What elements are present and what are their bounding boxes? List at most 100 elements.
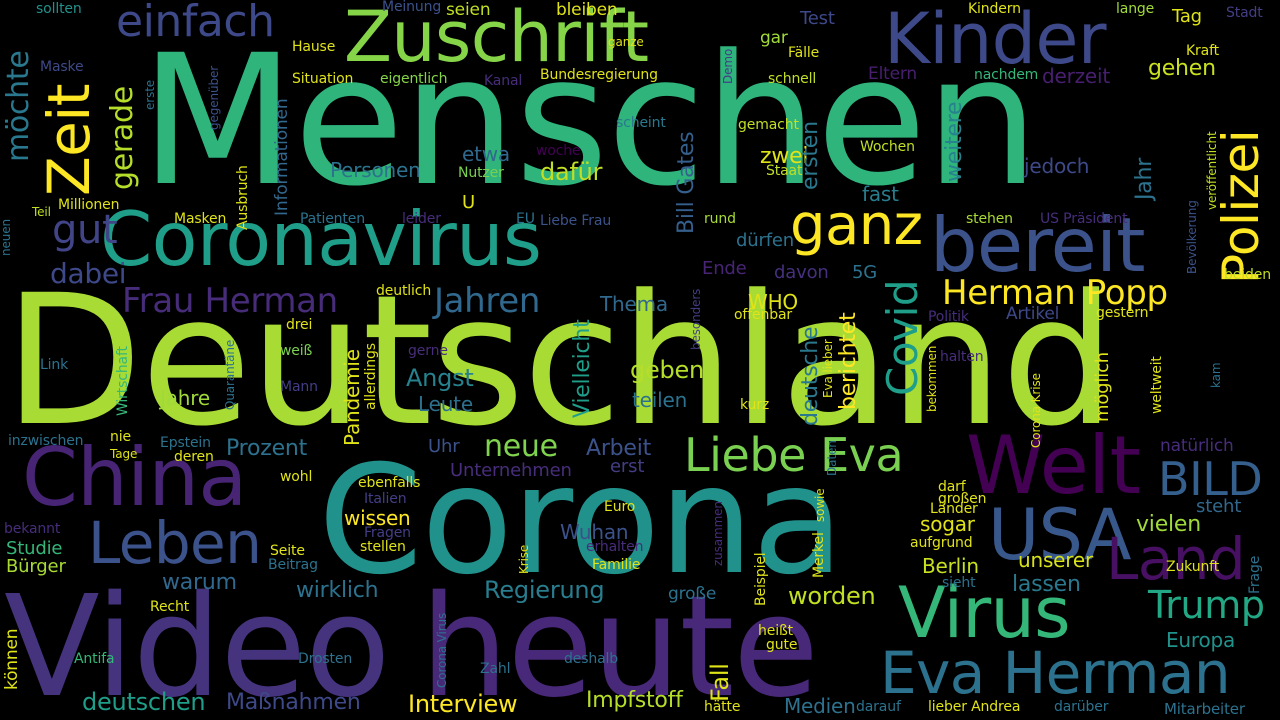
word-worden: worden [788,582,876,610]
word-stehen: stehen [966,211,1013,227]
word-ende: Ende [702,258,747,279]
word-berichtet: berichtet [836,312,861,410]
word-who: WHO [748,290,798,314]
word-covid: Covid [878,279,927,396]
word-vielen: vielen [1136,512,1201,537]
word-video: Video [4,566,391,720]
word-grossen: großen [938,491,987,507]
word-millionen: Millionen [58,197,120,213]
word-tag: Tag [1172,6,1202,27]
word-euro: Euro [604,499,636,515]
word-quarantaene: Quarantäne [223,339,237,410]
word-zahl: Zahl [480,661,511,677]
word-bundesregierung: Bundesregierung [540,67,658,83]
word-demo: Demo [721,48,735,84]
word-beitrag: Beitrag [268,557,318,573]
word-sollten: sollten [36,1,82,17]
word-davon: davon [774,262,829,283]
word-gegenueber: gegenüber [207,65,221,130]
word-sowie: sowie [813,488,827,522]
word-politik: Politik [928,309,969,325]
word-zukunft: Zukunft [1166,559,1220,575]
word-eigentlich: eigentlich [380,71,448,87]
word-darueber: darüber [1054,699,1109,715]
word-weltweit: weltweit [1149,356,1165,414]
word-land: Land [1106,525,1246,593]
word-bereit: bereit [930,201,1146,289]
word-wirklich: wirklich [296,578,379,603]
word-us-praesident: US Präsident [1040,211,1128,227]
word-gehen: gehen [1148,56,1216,81]
word-wissen: wissen [344,506,411,530]
word-einfach: einfach [116,0,275,47]
word-menschen: Menschen [140,17,1039,226]
word-artikel: Artikel [1006,304,1060,324]
word-unserer: unserer [1018,548,1093,572]
word-inzwischen: inzwischen [8,433,84,449]
word-moeglich: möglich [1092,351,1113,422]
word-eltern: Eltern [868,64,918,84]
word-gerne: gerne [408,343,448,359]
word-zeit: Zeit [35,84,103,196]
word-corona-virus: Corona Virus [435,612,449,688]
word-uhr: Uhr [428,436,460,457]
word-leute: Leute [418,392,473,416]
word-zuschrift: Zuschrift [344,0,649,78]
word-duerfen: dürfen [736,230,794,251]
word-eu: EU [516,211,535,227]
word-corona: Corona [318,434,844,608]
word-herman-popp: Herman Popp [942,273,1168,313]
word-unternehmen: Unternehmen [450,460,572,481]
word-arbeit: Arbeit [586,436,652,461]
word-ganz: ganz [790,193,923,258]
word-regierung: Regierung [484,576,605,604]
word-beiden: beiden [1224,267,1271,283]
word-mann: Mann [280,379,318,395]
word-leben: Leben [88,509,262,577]
word-situation: Situation [292,71,354,87]
word-fall: Fall [706,663,734,702]
word-interview: Interview [408,690,518,718]
word-nachdem: nachdem [974,67,1039,83]
word-wohl: wohl [280,469,313,485]
word-neue: neue [484,429,558,464]
word-sieht: sieht [942,575,976,591]
word-seite: Seite [270,543,305,559]
word-woche: woche [536,143,581,159]
word-maske: Maske [40,59,84,75]
word-patienten: Patienten [300,211,365,227]
word-familie: Familie [592,557,641,573]
word-wochen: Wochen [860,139,915,155]
word-rund: rund [704,211,736,227]
word-daten: Daten [825,440,839,476]
word-liebe-eva: Liebe Eva [684,428,904,482]
word-neuen: neuen [0,219,13,256]
word-deutsche: deutsche [798,326,823,426]
word-kinder: Kinder [884,0,1106,80]
word-test: Test [800,8,835,29]
word-lieber-andrea: lieber Andrea [928,699,1021,715]
word-bekommen: bekommen [925,345,939,412]
word-meinung: Meinung [382,0,442,15]
word-haette: hätte [704,699,741,715]
word-derzeit: derzeit [1042,64,1111,88]
word-zwei: zwei [760,144,809,169]
word-deshalb: deshalb [564,651,619,667]
word-kanal: Kanal [484,73,523,89]
word-5g: 5G [852,262,878,283]
word-berlin: Berlin [922,554,979,578]
word-beispiel: Beispiel [753,552,769,606]
word-stellen: stellen [360,539,406,555]
word-offenbar: offenbar [734,307,793,323]
word-gestern: gestern [1096,305,1149,321]
word-moechte: möchte [1,50,36,162]
word-jahr: Jahr [1132,157,1157,200]
word-weitere: weitere [942,101,967,182]
word-gute: gute [766,637,798,653]
word-erst: erst [610,456,645,477]
word-prozent: Prozent [226,436,308,461]
word-lassen: lassen [1012,572,1081,597]
word-italien: Italien [364,491,407,507]
word-recht: Recht [150,599,190,615]
